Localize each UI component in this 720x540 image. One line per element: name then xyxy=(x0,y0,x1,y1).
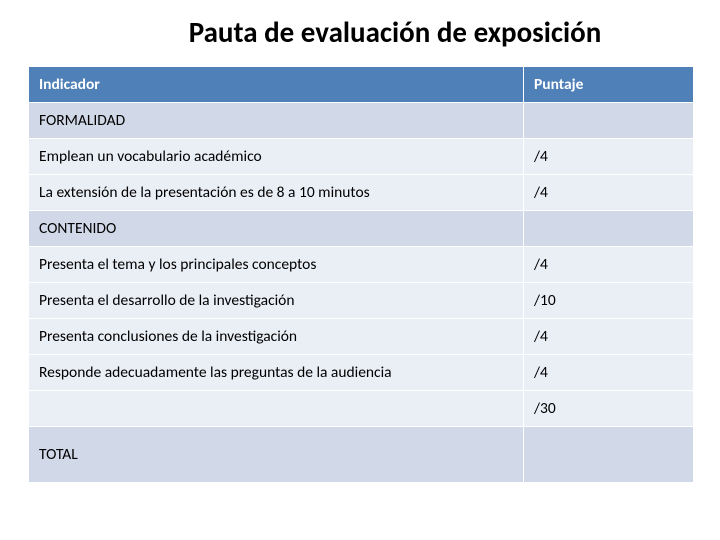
page-title: Pauta de evaluación de exposición xyxy=(110,0,680,66)
total-blank2 xyxy=(524,427,694,483)
cell-puntaje: /4 xyxy=(524,175,694,211)
cell-puntaje: /4 xyxy=(524,319,694,355)
total-label-row: TOTAL xyxy=(29,427,694,483)
total-blank xyxy=(29,391,524,427)
section-row: FORMALIDAD xyxy=(29,103,694,139)
cell-indicador: Responde adecuadamente las preguntas de … xyxy=(29,355,524,391)
cell-indicador: Presenta conclusiones de la investigació… xyxy=(29,319,524,355)
table-header-row: Indicador Puntaje xyxy=(29,67,694,103)
table-row: Responde adecuadamente las preguntas de … xyxy=(29,355,694,391)
total-score-row: /30 xyxy=(29,391,694,427)
table-row: Presenta el desarrollo de la investigaci… xyxy=(29,283,694,319)
table-row: Presenta conclusiones de la investigació… xyxy=(29,319,694,355)
cell-indicador: Presenta el desarrollo de la investigaci… xyxy=(29,283,524,319)
cell-indicador: La extensión de la presentación es de 8 … xyxy=(29,175,524,211)
cell-puntaje: /10 xyxy=(524,283,694,319)
section-blank xyxy=(524,211,694,247)
section-row: CONTENIDO xyxy=(29,211,694,247)
rubric-table: Indicador Puntaje FORMALIDAD Emplean un … xyxy=(28,66,694,483)
cell-puntaje: /4 xyxy=(524,355,694,391)
cell-puntaje: /4 xyxy=(524,139,694,175)
table-row: Presenta el tema y los principales conce… xyxy=(29,247,694,283)
cell-indicador: Presenta el tema y los principales conce… xyxy=(29,247,524,283)
total-puntaje: /30 xyxy=(524,391,694,427)
section-blank xyxy=(524,103,694,139)
total-label: TOTAL xyxy=(29,427,524,483)
table-row: Emplean un vocabulario académico /4 xyxy=(29,139,694,175)
col-header-puntaje: Puntaje xyxy=(524,67,694,103)
section-label: FORMALIDAD xyxy=(29,103,524,139)
cell-puntaje: /4 xyxy=(524,247,694,283)
cell-indicador: Emplean un vocabulario académico xyxy=(29,139,524,175)
table-row: La extensión de la presentación es de 8 … xyxy=(29,175,694,211)
col-header-indicador: Indicador xyxy=(29,67,524,103)
section-label: CONTENIDO xyxy=(29,211,524,247)
